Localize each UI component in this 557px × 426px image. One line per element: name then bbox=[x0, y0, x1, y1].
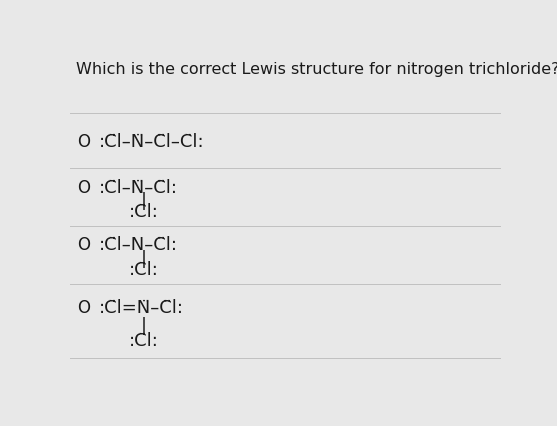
Text: O: O bbox=[77, 132, 90, 150]
Text: |: | bbox=[141, 316, 147, 334]
Text: :C̈l–N̈–C̈l:: :C̈l–N̈–C̈l: bbox=[99, 178, 178, 196]
Text: :C̈l–N̈–C̈l–C̈l:: :C̈l–N̈–C̈l–C̈l: bbox=[99, 132, 205, 150]
Text: :C̈l:: :C̈l: bbox=[129, 203, 159, 221]
Text: :C̈l:: :C̈l: bbox=[129, 261, 159, 279]
Text: O: O bbox=[77, 299, 90, 317]
Text: :C̈l:: :C̈l: bbox=[129, 331, 159, 349]
Text: O: O bbox=[77, 236, 90, 254]
Text: :C̈l–N–C̈l:: :C̈l–N–C̈l: bbox=[99, 236, 178, 254]
Text: Which is the correct Lewis structure for nitrogen trichloride?: Which is the correct Lewis structure for… bbox=[76, 62, 557, 77]
Text: |: | bbox=[141, 191, 147, 209]
Text: O: O bbox=[77, 178, 90, 196]
Text: :C̈l=N̈–C̈l:: :C̈l=N̈–C̈l: bbox=[99, 299, 184, 317]
Text: |: | bbox=[141, 249, 147, 267]
